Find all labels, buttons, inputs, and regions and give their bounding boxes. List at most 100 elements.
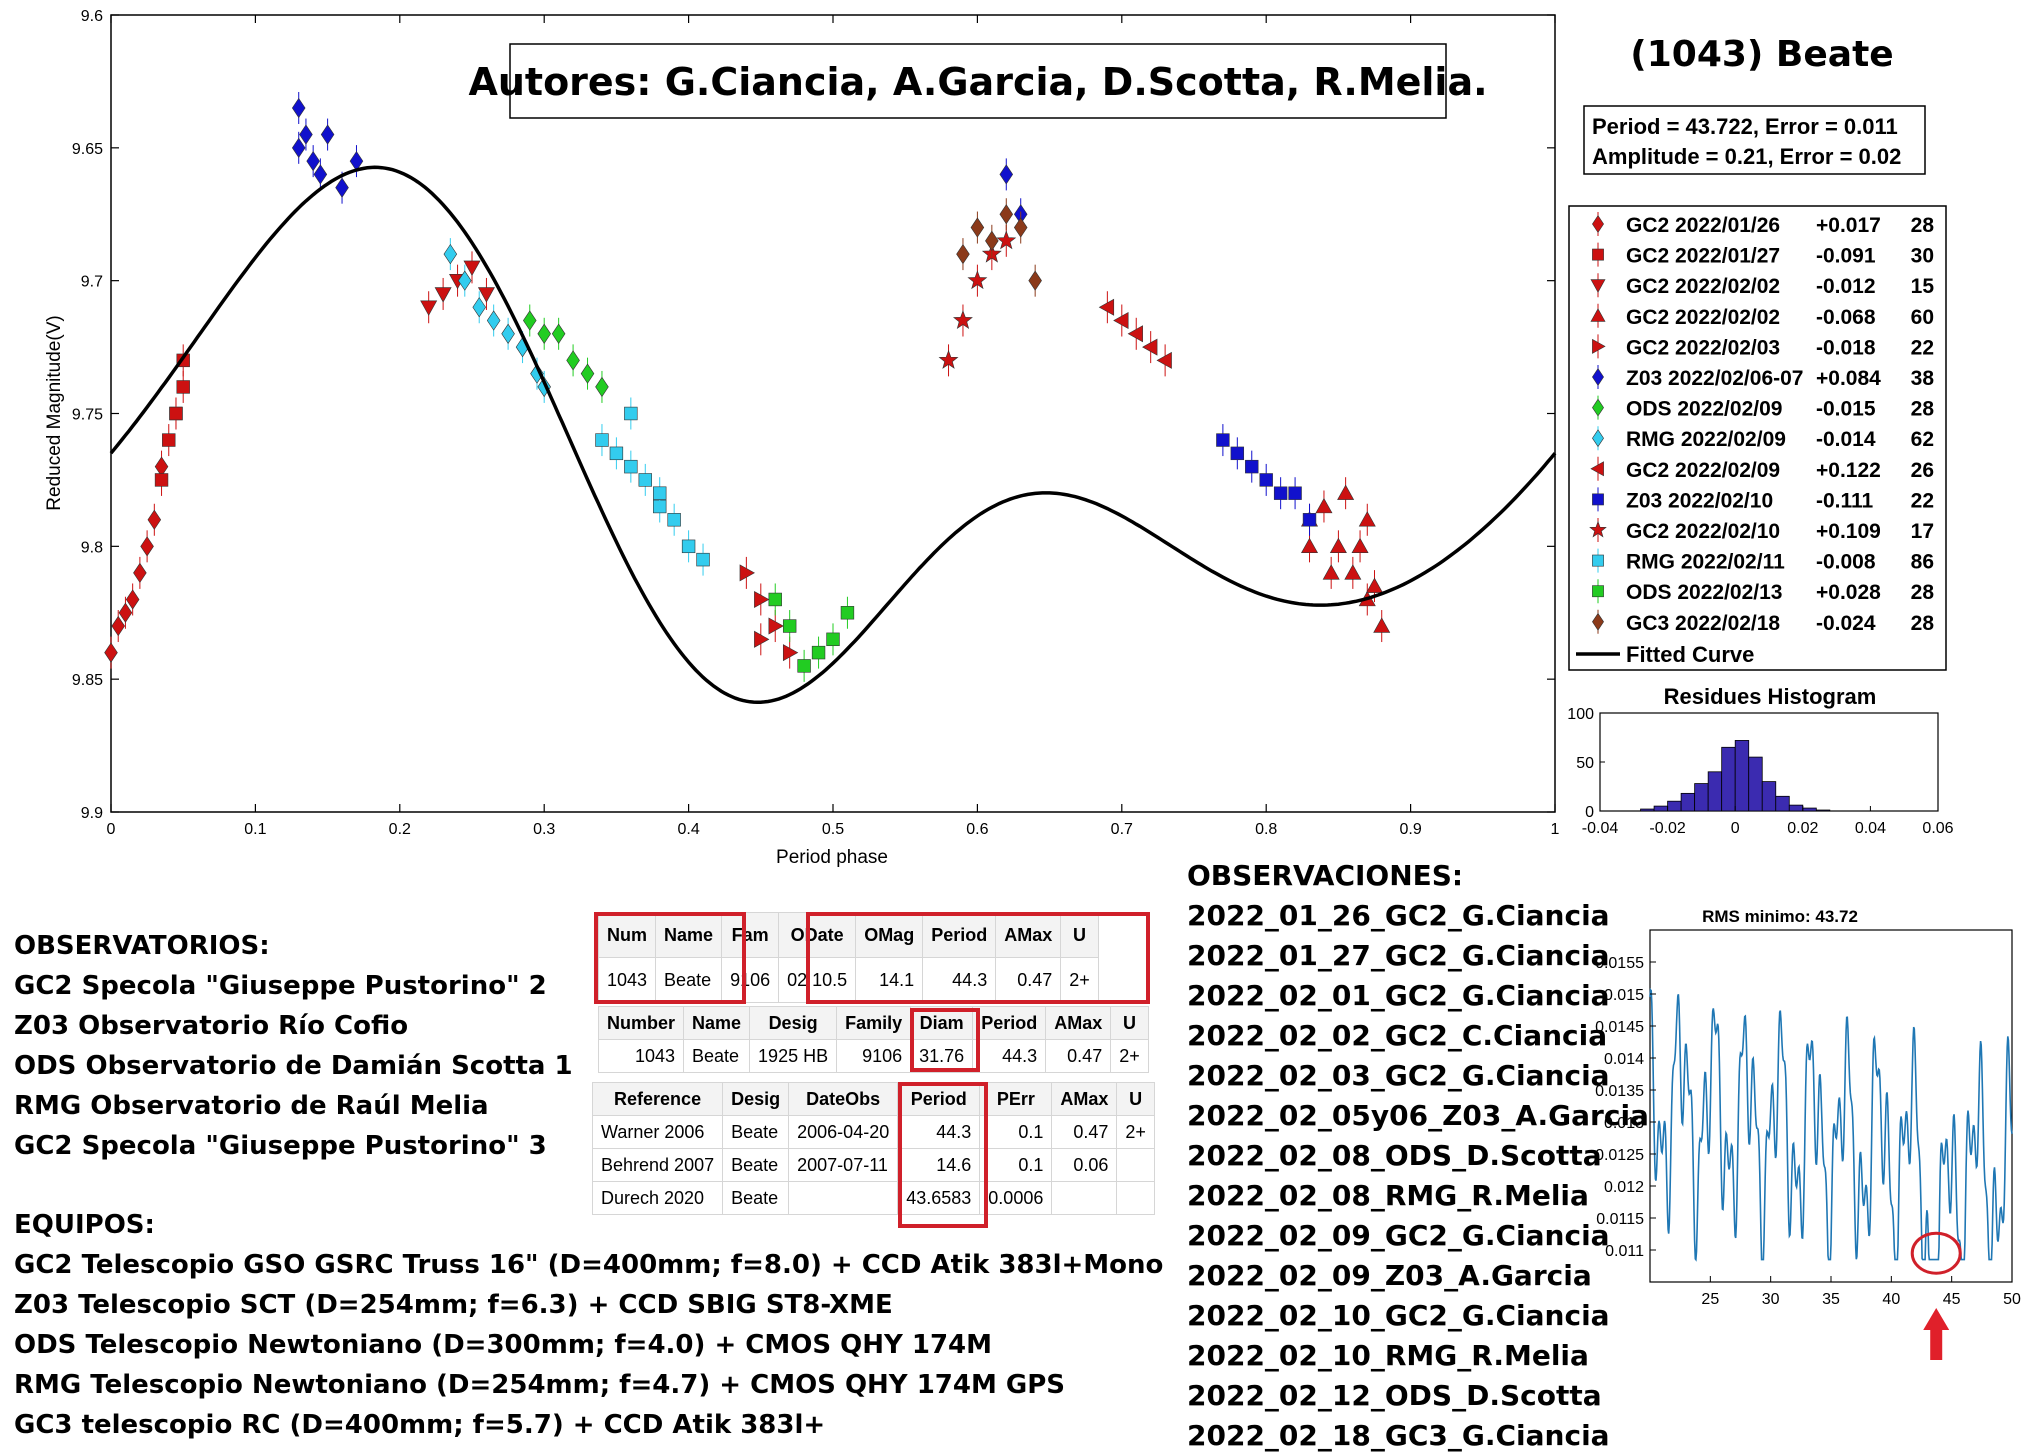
legend-offset: -0.018 <box>1816 336 1876 359</box>
y-tick-label: 9.65 <box>72 141 103 158</box>
rms-x-tick-label: 40 <box>1882 1291 1900 1308</box>
col-header: AMax <box>1051 1082 1118 1116</box>
data-point <box>754 590 770 608</box>
authors-text: Autores: G.Ciancia, A.Garcia, D.Scotta, … <box>468 60 1487 104</box>
observacion-item: 2022_02_08_RMG_R.Melia <box>1187 1179 1589 1212</box>
col-header: AMax <box>995 912 1062 958</box>
table-row: Behrend 2007 Beate 2007-07-11 14.6 0.1 0… <box>591 1148 1155 1182</box>
legend-offset: -0.068 <box>1816 306 1876 329</box>
col-header: Fam <box>721 912 780 958</box>
table-cell: 1043 <box>597 1039 685 1073</box>
rms-y-tick-label: 0.012 <box>1604 1179 1644 1196</box>
highlight-num-name <box>594 912 746 1004</box>
histogram-x-tick-label: 0.04 <box>1855 820 1886 837</box>
histogram-bar <box>1694 783 1709 812</box>
data-point <box>996 230 1017 250</box>
table-cell: 02 10.5 <box>778 957 857 1003</box>
data-point <box>458 270 472 291</box>
data-point <box>782 644 799 662</box>
legend-series-name: Z03 2022/02/10 <box>1626 489 1773 512</box>
equipo-item: RMG Telescopio Newtoniano (D=254mm; f=4.… <box>14 1370 1066 1400</box>
observacion-item: 2022_01_26_GC2_G.Ciancia <box>1187 899 1610 932</box>
table-cell: Warner 2006 <box>591 1115 724 1149</box>
legend-count: 15 <box>1911 275 1935 298</box>
data-point <box>176 380 190 394</box>
legend-series-name: ODS 2022/02/09 <box>1626 398 1782 421</box>
data-point <box>1315 497 1333 514</box>
table-cell: 44.3 <box>972 1039 1047 1073</box>
observacion-item: 2022_02_09_Z03_A.Garcia <box>1187 1259 1592 1292</box>
data-point <box>1373 617 1391 633</box>
data-point <box>999 204 1014 225</box>
legend-marker <box>1592 368 1604 386</box>
data-point <box>537 323 551 344</box>
rms-x-tick-label: 25 <box>1701 1291 1719 1308</box>
rms-x-tick-label: 45 <box>1943 1291 1961 1308</box>
data-point <box>1337 484 1355 500</box>
data-point <box>840 606 855 620</box>
col-header: Name <box>683 1006 751 1040</box>
table-cell: Behrend 2007 <box>591 1148 724 1182</box>
x-axis-ticks: 0 0.1 0.2 0.3 0.4 0.5 0.6 0.7 0.8 0.9 1 <box>107 15 1560 838</box>
data-point <box>1216 433 1230 447</box>
data-point <box>566 350 580 371</box>
legend-series-name: GC2 2022/01/27 <box>1626 245 1780 268</box>
y-tick-label: 9.9 <box>81 805 103 822</box>
data-point <box>530 363 544 384</box>
fitted-curve-line <box>109 165 1557 705</box>
table-cell: Beate <box>722 1115 790 1149</box>
observacion-item: 2022_02_18_GC3_G.Ciancia <box>1187 1419 1610 1452</box>
col-header: Reference <box>591 1082 724 1116</box>
table-row: Durech 2020 Beate 43.6583 0.0006 <box>591 1181 1155 1215</box>
data-point <box>1273 486 1288 500</box>
y-tick-label: 9.75 <box>72 407 103 424</box>
legend-offset: -0.024 <box>1816 612 1876 635</box>
data-point <box>953 310 973 329</box>
observatorio-item: RMG Observatorio de Raúl Melia <box>14 1091 489 1121</box>
legend-count: 38 <box>1911 367 1935 390</box>
legend-marker <box>1592 429 1604 448</box>
legend-offset: -0.091 <box>1816 245 1876 268</box>
legend-offset: +0.122 <box>1816 459 1881 482</box>
data-point <box>434 287 452 303</box>
legend-count: 28 <box>1911 214 1935 237</box>
table-row: 1043 Beate 1925 HB 9106 31.76 44.3 0.47 … <box>597 1039 1149 1073</box>
col-header: Number <box>597 1006 685 1040</box>
legend-count: 30 <box>1911 245 1934 268</box>
data-point <box>291 137 306 158</box>
table-cell: 2+ <box>1060 957 1099 1003</box>
col-header: PErr <box>979 1082 1053 1116</box>
legend-box <box>1568 205 1947 671</box>
data-point <box>956 243 970 265</box>
y-tick-label: 9.7 <box>81 274 103 291</box>
y-axis-label: Reduced Magnitude(V) <box>44 315 65 510</box>
rms-x-tick-label: 50 <box>2003 1291 2021 1308</box>
equipo-item: GC3 telescopio RC (D=400mm; f=5.7) + CCD… <box>14 1410 826 1440</box>
legend-offset: +0.017 <box>1816 214 1881 237</box>
histogram-y-tick-label: 50 <box>1576 755 1594 772</box>
observacion-item: 2022_02_05y06_Z03_A.Garcia <box>1187 1099 1649 1132</box>
data-point <box>320 124 335 145</box>
data-point <box>335 177 349 198</box>
observatorios-title: OBSERVATORIOS: <box>14 931 270 961</box>
histogram-bar <box>1761 781 1777 812</box>
rms-y-tick-label: 0.0155 <box>1595 955 1644 972</box>
legend-offset: +0.084 <box>1816 367 1881 390</box>
col-header: OMag <box>855 912 924 958</box>
observacion-item: 2022_02_10_RMG_R.Melia <box>1187 1339 1589 1372</box>
data-point <box>133 562 147 584</box>
col-header: U <box>1110 1006 1149 1040</box>
legend-marker <box>1592 398 1604 417</box>
data-point <box>999 164 1014 185</box>
data-points <box>104 91 1391 682</box>
legend-marker <box>1592 338 1606 354</box>
data-point <box>125 589 140 610</box>
data-point <box>624 406 638 421</box>
table-cell <box>788 1181 899 1215</box>
legend-series-name: RMG 2022/02/09 <box>1626 428 1786 451</box>
rms-x-tick-label: 30 <box>1762 1291 1780 1308</box>
table-cell: 0.06 <box>1051 1148 1118 1182</box>
data-point <box>1245 459 1259 474</box>
fit-results-box <box>1583 105 1926 175</box>
table-cell <box>1116 1181 1155 1215</box>
